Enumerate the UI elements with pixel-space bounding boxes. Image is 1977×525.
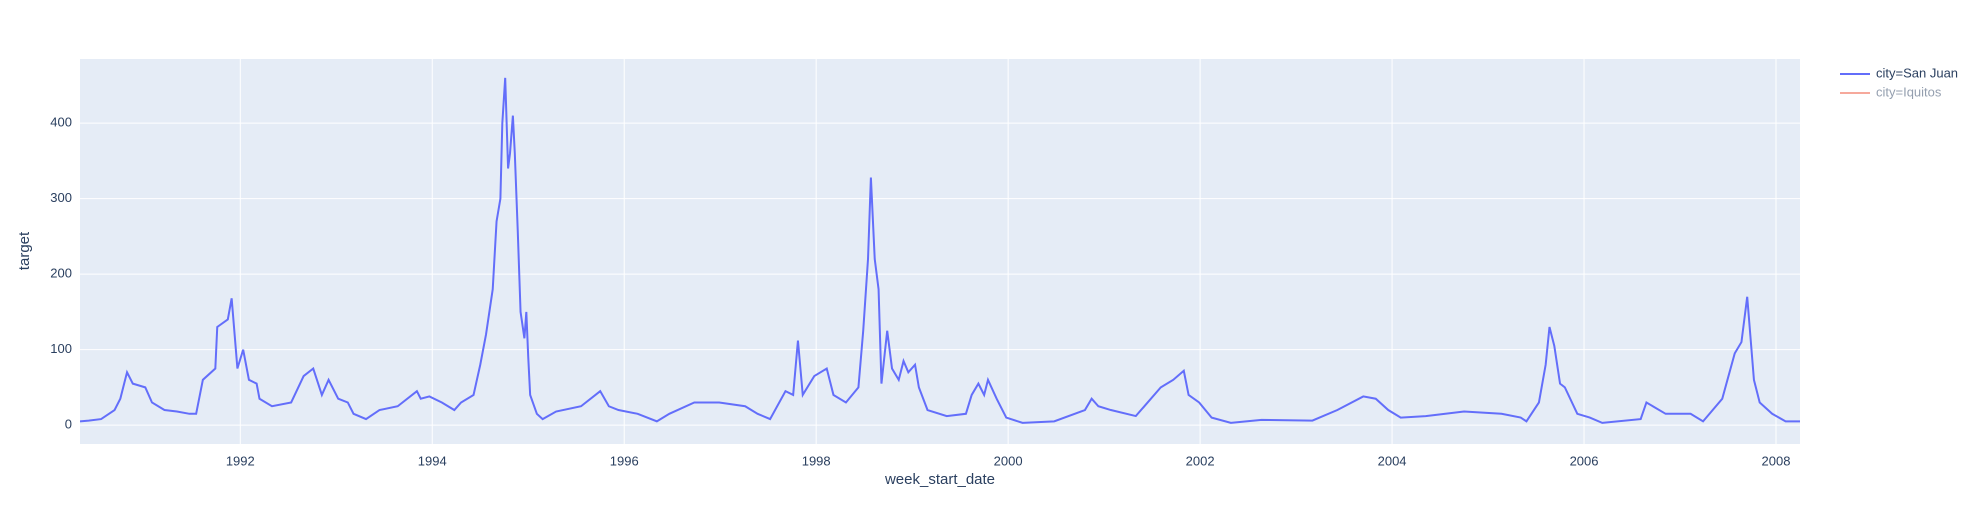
y-tick-label: 100 (50, 341, 72, 356)
y-tick-label: 400 (50, 115, 72, 130)
data-line (80, 77, 1800, 424)
x-tick-label: 2000 (994, 453, 1023, 468)
x-tick-label: 1992 (226, 453, 255, 468)
x-tick-label: 2004 (1378, 453, 1407, 468)
y-tick-label: 300 (50, 190, 72, 205)
x-tick-label: 1998 (802, 453, 831, 468)
x-tick-label: 2008 (1762, 453, 1791, 468)
x-tick-label: 1994 (418, 453, 447, 468)
y-axis-title: target (16, 231, 33, 270)
x-axis-title: week_start_date (884, 471, 995, 488)
x-tick-label: 1996 (610, 453, 639, 468)
y-tick-label: 0 (65, 417, 72, 432)
x-tick-label: 2006 (1570, 453, 1599, 468)
y-tick-label: 200 (50, 266, 72, 281)
legend-label[interactable]: city=San Juan (1876, 65, 1958, 80)
x-tick-label: 2002 (1186, 453, 1215, 468)
legend-label[interactable]: city=Iquitos (1876, 84, 1942, 99)
